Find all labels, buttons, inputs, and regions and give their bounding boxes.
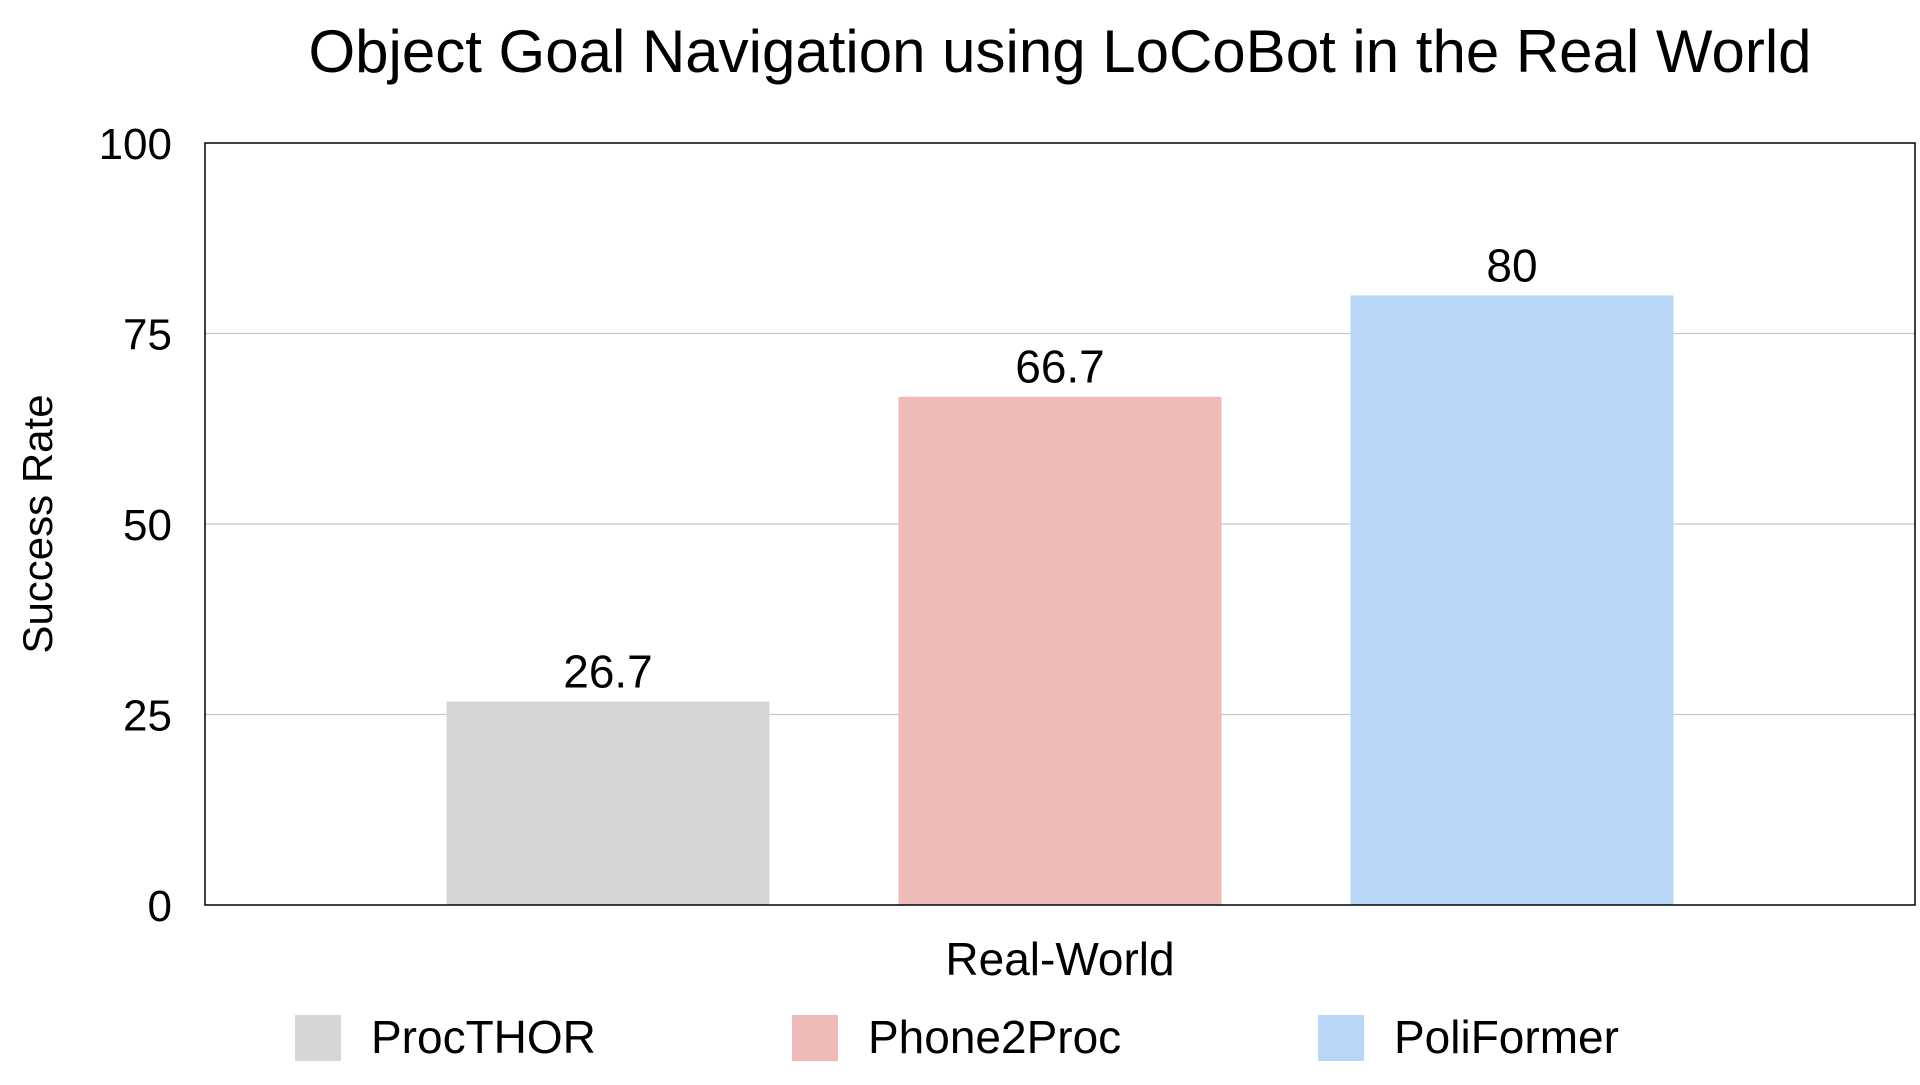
data-label-poliformer: 80 [1486,239,1537,291]
chart-title: Object Goal Navigation using LoCoBot in … [308,18,1811,85]
bar-procthor [446,701,770,905]
bar-phone2proc [898,396,1222,905]
legend-swatch-poliformer [1318,1015,1364,1061]
data-labels: 26.7 66.7 80 [563,239,1537,697]
bar-poliformer [1350,295,1674,905]
data-label-procthor: 26.7 [563,646,653,698]
y-tick-label: 50 [123,501,172,550]
y-tick-label: 25 [123,692,172,741]
x-axis-label: Real-World [945,933,1174,985]
data-label-phone2proc: 66.7 [1015,341,1105,393]
bars [446,295,1674,905]
legend-label-phone2proc: Phone2Proc [868,1011,1121,1063]
plot-frame [204,142,1916,906]
legend-label-poliformer: PoliFormer [1394,1011,1619,1063]
legend-swatch-phone2proc [792,1015,838,1061]
legend-label-procthor: ProcTHOR [371,1011,596,1063]
y-tick-label: 75 [123,311,172,360]
legend-swatch-procthor [295,1015,341,1061]
y-tick-label: 100 [99,120,172,169]
y-axis-label: Success Rate [14,394,61,653]
y-axis-ticks: 0 25 50 75 100 [99,120,172,931]
legend: ProcTHOR Phone2Proc PoliFormer [295,1011,1619,1063]
y-tick-label: 0 [148,882,172,931]
